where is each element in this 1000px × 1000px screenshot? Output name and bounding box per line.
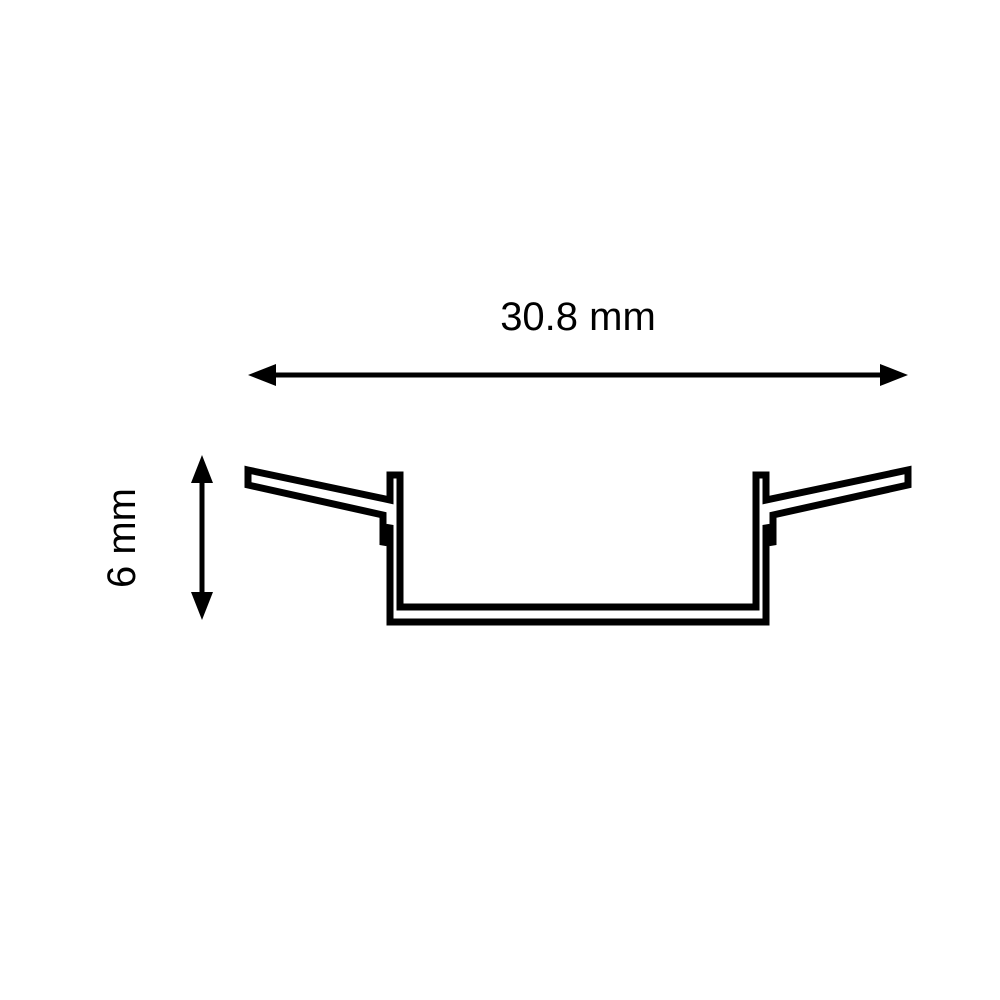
width-dimension-arrow [248, 364, 908, 386]
profile-cross-section [248, 470, 908, 622]
width-dimension-label: 30.8 mm [500, 295, 656, 339]
cross-section-diagram: 30.8 mm 6 mm [0, 0, 1000, 1000]
height-dimension-arrow [191, 455, 213, 620]
height-dimension-label: 6 mm [100, 488, 144, 588]
